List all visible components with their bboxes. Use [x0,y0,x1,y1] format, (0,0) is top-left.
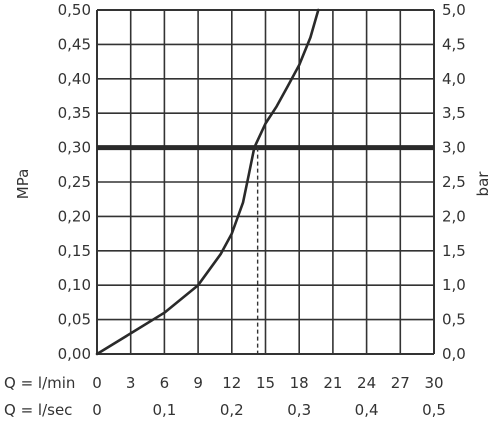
y-tick-label-left: 0,30 [58,139,91,157]
x-tick-label-secondary: 0 [92,401,102,419]
y-tick-label-left: 0,20 [58,207,91,225]
x-tick-label-primary: 0 [92,374,102,392]
x-tick-label-primary: 3 [126,374,136,392]
y-tick-label-right: 0,5 [442,311,466,329]
x-axis-label-primary: Q = l/min [4,374,75,392]
series-line [95,8,320,356]
x-tick-label-primary: 24 [357,374,376,392]
y-tick-label-left: 0,25 [58,173,91,191]
y-tick-label-right: 1,5 [442,242,466,260]
x-tick-label-secondary: 0,4 [355,401,379,419]
y-tick-label-right: 2,5 [442,173,466,191]
y-tick-label-right: 5,0 [442,1,466,19]
x-tick-label-primary: 9 [193,374,203,392]
y-tick-label-left: 0,35 [58,104,91,122]
x-tick-label-primary: 27 [391,374,410,392]
y-tick-label-left: 0,45 [58,35,91,53]
x-tick-label-primary: 30 [424,374,443,392]
y-tick-label-right: 4,5 [442,35,466,53]
y-tick-label-left: 0,15 [58,242,91,260]
y-tick-label-right: 4,0 [442,70,466,88]
x-tick-label-secondary: 0,3 [287,401,311,419]
y-tick-label-left: 0,05 [58,311,91,329]
x-axis-label-secondary: Q = l/sec [4,401,72,419]
y-tick-label-right: 2,0 [442,207,466,225]
y-axis-label-left: MPa [14,169,32,200]
x-tick-label-primary: 21 [323,374,342,392]
x-tick-label-secondary: 0,5 [422,401,446,419]
y-tick-label-right: 3,5 [442,104,466,122]
y-tick-label-right: 1,0 [442,276,466,294]
reference-line-group [97,145,434,354]
x-tick-label-secondary: 0,1 [152,401,176,419]
x-tick-label-secondary: 0,2 [220,401,244,419]
tick-labels: 0,000,050,100,150,200,250,300,350,400,45… [58,1,466,419]
y-tick-label-left: 0,40 [58,70,91,88]
x-tick-label-primary: 18 [290,374,309,392]
y-tick-label-left: 0,50 [58,1,91,19]
x-tick-label-primary: 6 [160,374,170,392]
grid [96,9,435,355]
x-tick-label-primary: 12 [222,374,241,392]
y-axis-label-right: bar [474,171,492,197]
y-tick-label-left: 0,00 [58,345,91,363]
series-group [95,8,320,356]
x-tick-label-primary: 15 [256,374,275,392]
y-tick-label-right: 0,0 [442,345,466,363]
y-tick-label-right: 3,0 [442,139,466,157]
y-tick-label-left: 0,10 [58,276,91,294]
